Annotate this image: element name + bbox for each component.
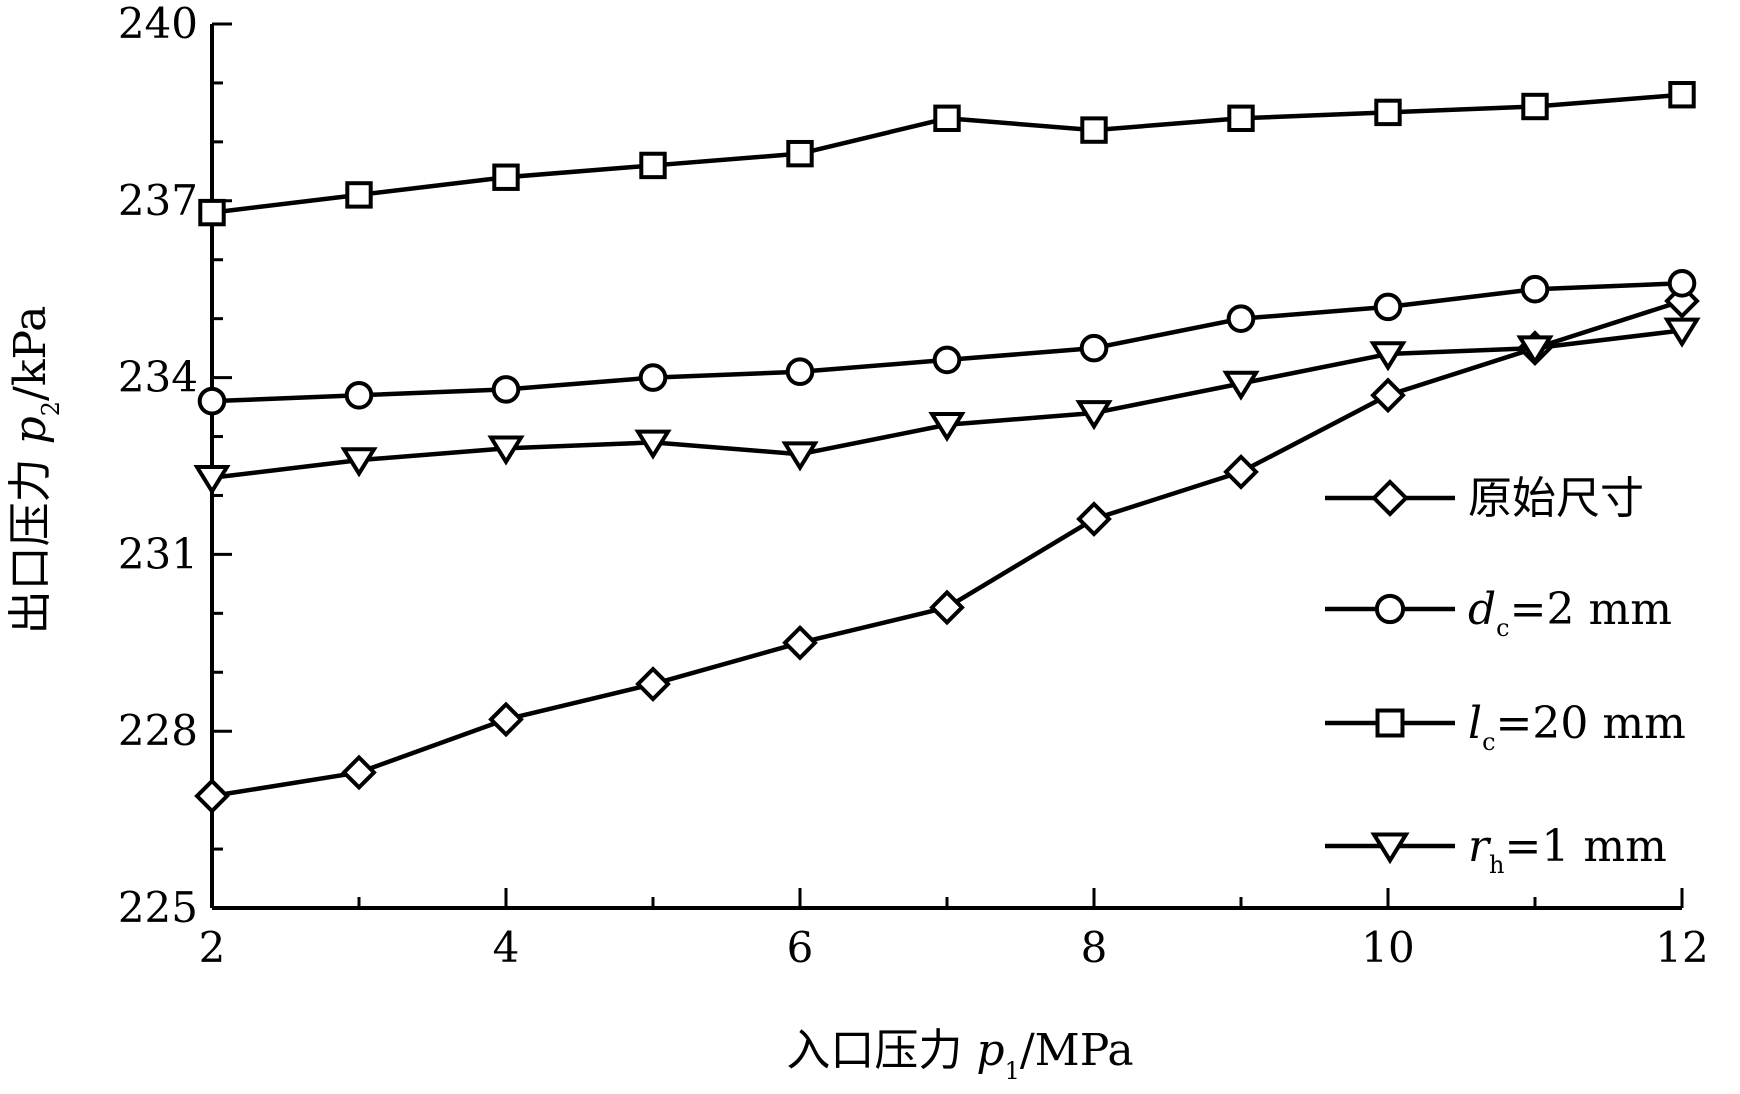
legend-label: lc=20 mm — [1468, 698, 1686, 756]
data-point — [492, 163, 520, 191]
data-point — [1374, 98, 1402, 127]
data-point — [785, 357, 815, 387]
data-point — [929, 589, 965, 626]
data-point — [487, 435, 525, 466]
data-point — [1521, 92, 1549, 121]
data-point — [933, 104, 961, 132]
x-tick-label: 2 — [199, 923, 226, 972]
x-tick-label: 10 — [1361, 923, 1414, 972]
data-point — [1370, 377, 1406, 414]
data-point — [1373, 292, 1403, 322]
data-point — [345, 181, 373, 209]
data-point — [782, 624, 818, 661]
data-point — [639, 151, 667, 180]
legend-var: r — [1468, 821, 1492, 872]
data-point — [928, 411, 966, 443]
data-point — [634, 429, 672, 460]
data-point — [1520, 274, 1550, 304]
series-circle — [197, 269, 1697, 416]
data-point — [1223, 454, 1259, 490]
legend-rest: =20 mm — [1496, 698, 1686, 749]
legend-rest: =1 mm — [1505, 821, 1667, 872]
series-line — [211, 298, 1683, 799]
data-point — [197, 386, 227, 416]
data-point — [1222, 370, 1260, 401]
legend-sub: h — [1489, 851, 1504, 879]
data-point — [1226, 304, 1256, 333]
data-point — [194, 778, 230, 814]
axes: 2 4 6 8 10 12 225 228 231 234 237 240 — [118, 0, 1709, 972]
triangle-down-marker — [1370, 832, 1410, 865]
legend-var: l — [1468, 698, 1482, 749]
x-tick-label: 12 — [1655, 923, 1708, 972]
series-line — [211, 281, 1683, 404]
legend-var: d — [1468, 584, 1496, 635]
data-point — [1516, 335, 1554, 366]
data-point — [1227, 104, 1255, 132]
legend-sub: c — [1482, 728, 1495, 756]
series-diamond — [194, 283, 1700, 814]
series-layer — [193, 81, 1701, 814]
data-point — [635, 666, 671, 702]
data-point — [193, 464, 231, 496]
y-axis-label: 出口压力 p2/kPa — [5, 306, 65, 635]
data-point — [1663, 317, 1701, 348]
diamond-marker — [1371, 479, 1409, 517]
data-point — [344, 380, 374, 410]
y-tick-label: 225 — [118, 883, 198, 932]
legend-sub: c — [1496, 614, 1509, 642]
y-tick-label: 234 — [118, 353, 198, 402]
data-point — [786, 139, 814, 168]
data-point — [781, 441, 819, 472]
y-tick-label: 240 — [118, 0, 198, 48]
data-point — [1369, 341, 1407, 372]
data-point — [1075, 400, 1113, 431]
x-tick-label: 6 — [787, 923, 814, 972]
data-point — [491, 375, 521, 404]
data-point — [1667, 269, 1697, 298]
legend-label: dc=2 mm — [1468, 584, 1672, 642]
y-tick-label: 228 — [118, 706, 198, 755]
legend-label: rh=1 mm — [1468, 821, 1667, 879]
data-point — [341, 754, 377, 791]
series-triangle-down — [193, 317, 1701, 496]
legend-rest: =2 mm — [1510, 584, 1672, 635]
x-tick-label: 4 — [493, 923, 520, 972]
legend-label: 原始尺寸 — [1468, 473, 1644, 524]
data-point — [340, 447, 378, 478]
data-point — [1079, 333, 1109, 363]
data-point — [1076, 501, 1112, 537]
data-point — [1668, 81, 1696, 109]
data-point — [1080, 116, 1108, 144]
data-point — [198, 198, 226, 227]
legend-plain: 原始尺寸 — [1468, 473, 1644, 524]
circle-marker — [1374, 593, 1406, 625]
y-tick-label: 231 — [118, 529, 198, 578]
x-tick-label: 8 — [1081, 923, 1108, 972]
data-point — [932, 345, 962, 375]
data-point — [488, 701, 524, 738]
series-square — [198, 81, 1696, 227]
data-point — [638, 363, 668, 392]
square-marker — [1375, 708, 1405, 738]
x-axis-label: 入口压力 p1/MPa — [786, 1025, 1133, 1085]
y-tick-label: 237 — [118, 176, 198, 225]
